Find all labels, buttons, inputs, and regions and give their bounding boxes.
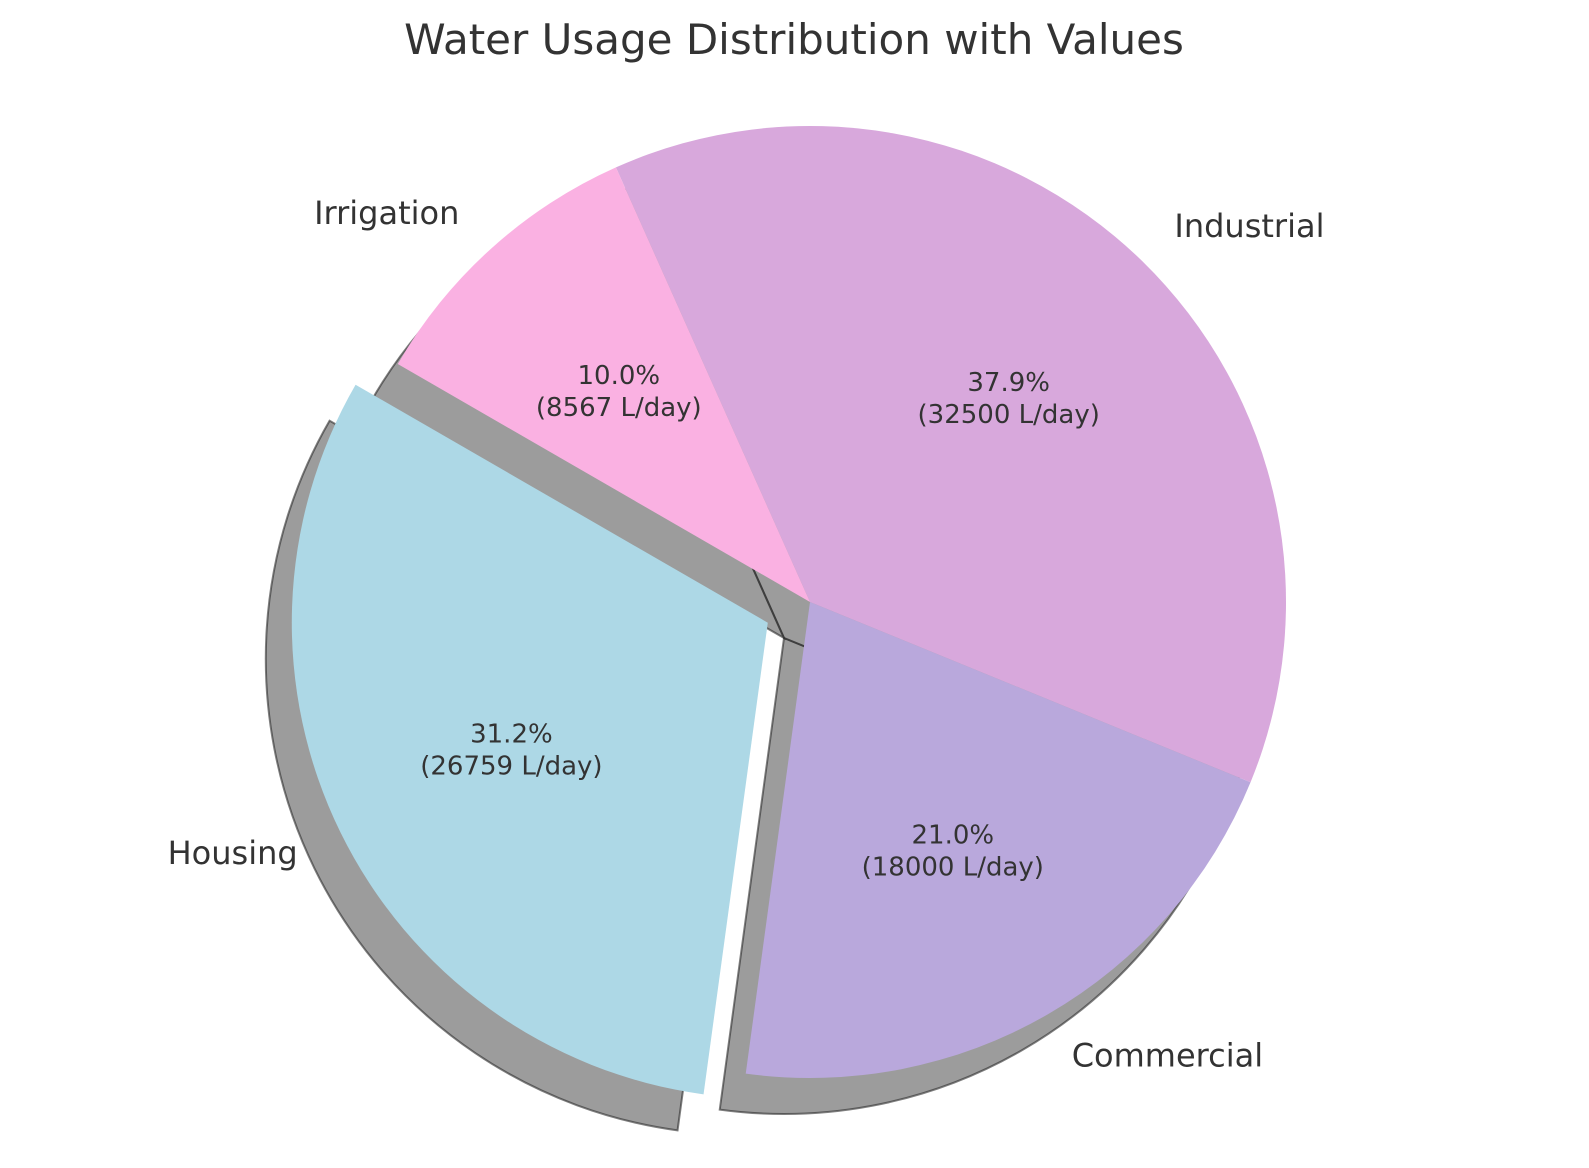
- slice-value: (8567 L/day): [536, 393, 702, 423]
- slice-value: (32500 L/day): [918, 400, 1100, 430]
- slice-value-label-housing: 31.2% (26759 L/day): [420, 719, 602, 781]
- pie-slice-industrial: [615, 125, 1287, 783]
- pie-slice-housing: [291, 384, 768, 1095]
- slice-label-housing: Housing: [168, 834, 298, 872]
- slice-percent: 31.2%: [470, 719, 553, 749]
- slice-value: (26759 L/day): [420, 751, 602, 781]
- slice-label-commercial: Commercial: [1072, 1037, 1263, 1075]
- slice-value: (18000 L/day): [862, 852, 1044, 882]
- slice-label-industrial: Industrial: [1174, 207, 1324, 245]
- label-layer: Housing 31.2% (26759 L/day) Commercial 21.0%…: [168, 194, 1325, 1074]
- slice-value-label-commercial: 21.0% (18000 L/day): [862, 820, 1044, 882]
- slice-layer: [291, 125, 1287, 1095]
- slice-label-irrigation: Irrigation: [314, 194, 459, 232]
- slice-value-label-industrial: 37.9% (32500 L/day): [918, 368, 1100, 430]
- chart-title: Water Usage Distribution with Values: [404, 15, 1184, 64]
- slice-percent: 37.9%: [967, 368, 1050, 398]
- slice-value-label-irrigation: 10.0% (8567 L/day): [536, 361, 702, 423]
- pie-slice-commercial: [745, 602, 1251, 1078]
- slice-percent: 10.0%: [577, 361, 660, 391]
- slice-percent: 21.0%: [911, 820, 994, 850]
- pie-slice-irrigation: [397, 167, 810, 602]
